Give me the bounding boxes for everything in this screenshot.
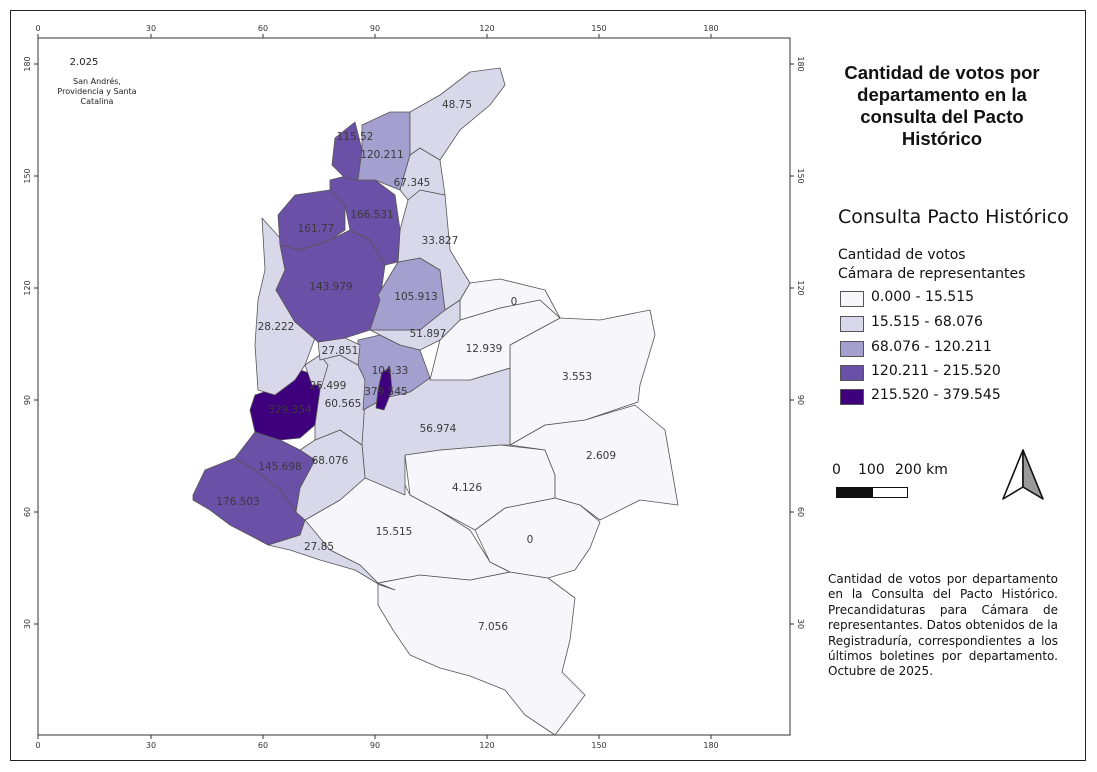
department-risaralda[interactable] [304, 354, 329, 386]
x-tick-top: 30 [146, 24, 156, 33]
y-axis-ticks [34, 63, 794, 625]
scale-label-zero: 0 [832, 462, 841, 478]
label-guaviare: 4.126 [452, 482, 482, 494]
department-arauca[interactable] [459, 278, 561, 321]
department-sucre[interactable] [277, 189, 346, 251]
y-tick-left: 180 [23, 56, 32, 71]
label-cundinamarca: 104.33 [372, 365, 409, 377]
x-tick-bottom: 180 [703, 741, 718, 750]
legend-swatch [840, 316, 864, 332]
label-meta: 56.974 [420, 423, 457, 435]
label-narino: 176.503 [216, 496, 259, 508]
label-casanare: 12.939 [466, 343, 503, 355]
legend-swatch [840, 291, 864, 307]
label-tolima: 60.565 [325, 398, 362, 410]
y-tick-left: 120 [23, 280, 32, 295]
x-tick-top: 150 [591, 24, 606, 33]
x-tick-top: 180 [703, 24, 718, 33]
legend-swatch [840, 341, 864, 357]
inset-label-line2: Providencia y Santa [57, 87, 136, 96]
scale-label-mid: 100 [858, 462, 885, 478]
inset-label-line3: Catalina [81, 97, 114, 106]
label-risaralda: 25.499 [310, 380, 347, 392]
label-santander: 105.913 [394, 291, 437, 303]
label-amazonas: 7.056 [478, 621, 508, 633]
label-cesar: 67.345 [394, 177, 431, 189]
x-tick-top: 0 [35, 24, 40, 33]
y-tick-right: 180 [796, 56, 805, 71]
label-la-guajira: 48.75 [442, 99, 472, 111]
y-tick-right: 30 [796, 619, 805, 629]
label-cauca: 145.698 [258, 461, 301, 473]
legend-range-label: 15.515 - 68.076 [871, 314, 983, 330]
x-tick-bottom: 30 [146, 741, 156, 750]
y-tick-right: 90 [796, 395, 805, 405]
inset-value: 2.025 [70, 57, 99, 68]
label-sucre: 161.77 [298, 223, 335, 235]
label-atlantico: 115.52 [337, 131, 374, 143]
department-labels: 48.75 115.52 120.211 67.345 166.531 161.… [216, 99, 616, 633]
legend-subtitle-votes: Cantidad de votos [838, 247, 966, 263]
label-magdalena: 120.211 [360, 149, 403, 161]
label-caqueta: 15.515 [376, 526, 413, 538]
label-putumayo: 27.85 [304, 541, 334, 553]
x-tick-top: 90 [370, 24, 380, 33]
scale-label-end: 200 km [895, 462, 948, 478]
label-norte-de-santander: 33.827 [422, 235, 459, 247]
legend-range-label: 68.076 - 120.211 [871, 339, 992, 355]
department-la-guajira[interactable] [409, 67, 506, 161]
legend-title: Consulta Pacto Histórico [838, 206, 1069, 228]
x-tick-bottom: 60 [258, 741, 268, 750]
label-vichada: 3.553 [562, 371, 592, 383]
x-tick-top: 60 [258, 24, 268, 33]
x-tick-bottom: 120 [479, 741, 494, 750]
label-antioquia: 143.979 [309, 281, 352, 293]
inset-label-line1: San Andrés, [73, 76, 121, 86]
y-tick-right: 120 [796, 280, 805, 295]
legend-swatch [840, 389, 864, 405]
department-bogota[interactable] [375, 367, 393, 411]
y-tick-left: 30 [23, 619, 32, 629]
map-description: Cantidad de votos por departamento en la… [828, 572, 1058, 679]
label-guainia: 2.609 [586, 450, 616, 462]
y-tick-left: 150 [23, 168, 32, 183]
label-bogota: 379.545 [364, 386, 407, 398]
label-boyaca: 51.897 [410, 328, 447, 340]
legend-subtitle-chamber: Cámara de representantes [838, 266, 1026, 282]
x-tick-bottom: 150 [591, 741, 606, 750]
legend-range-label: 120.211 - 215.520 [871, 363, 1001, 379]
label-bolivar: 166.531 [350, 209, 393, 221]
department-vichada[interactable] [509, 309, 656, 446]
x-axis-ticks [37, 34, 712, 739]
map-neatline [37, 37, 791, 736]
y-tick-right: 60 [796, 507, 805, 517]
label-caldas: 27.851 [322, 345, 359, 357]
department-amazonas[interactable] [377, 571, 586, 736]
y-tick-left: 60 [23, 507, 32, 517]
x-tick-top: 120 [479, 24, 494, 33]
legend-swatch [840, 365, 864, 381]
legend-range-label: 215.520 - 379.545 [871, 387, 1001, 403]
label-arauca: 0 [511, 296, 518, 308]
north-arrow-icon [1002, 449, 1044, 500]
y-tick-left: 90 [23, 395, 32, 405]
map-title: Cantidad de votos por departamento en la… [844, 62, 1040, 149]
legend-range-label: 0.000 - 15.515 [871, 289, 975, 305]
scale-bar [836, 487, 908, 498]
scale-bar-segment [837, 488, 873, 497]
x-tick-bottom: 90 [370, 741, 380, 750]
label-vaupes: 0 [527, 534, 534, 546]
label-valle: 329.354 [268, 404, 312, 416]
x-tick-bottom: 0 [35, 741, 40, 750]
label-huila: 68.076 [312, 455, 349, 467]
label-choco: 28.222 [258, 321, 295, 333]
y-tick-right: 150 [796, 168, 805, 183]
